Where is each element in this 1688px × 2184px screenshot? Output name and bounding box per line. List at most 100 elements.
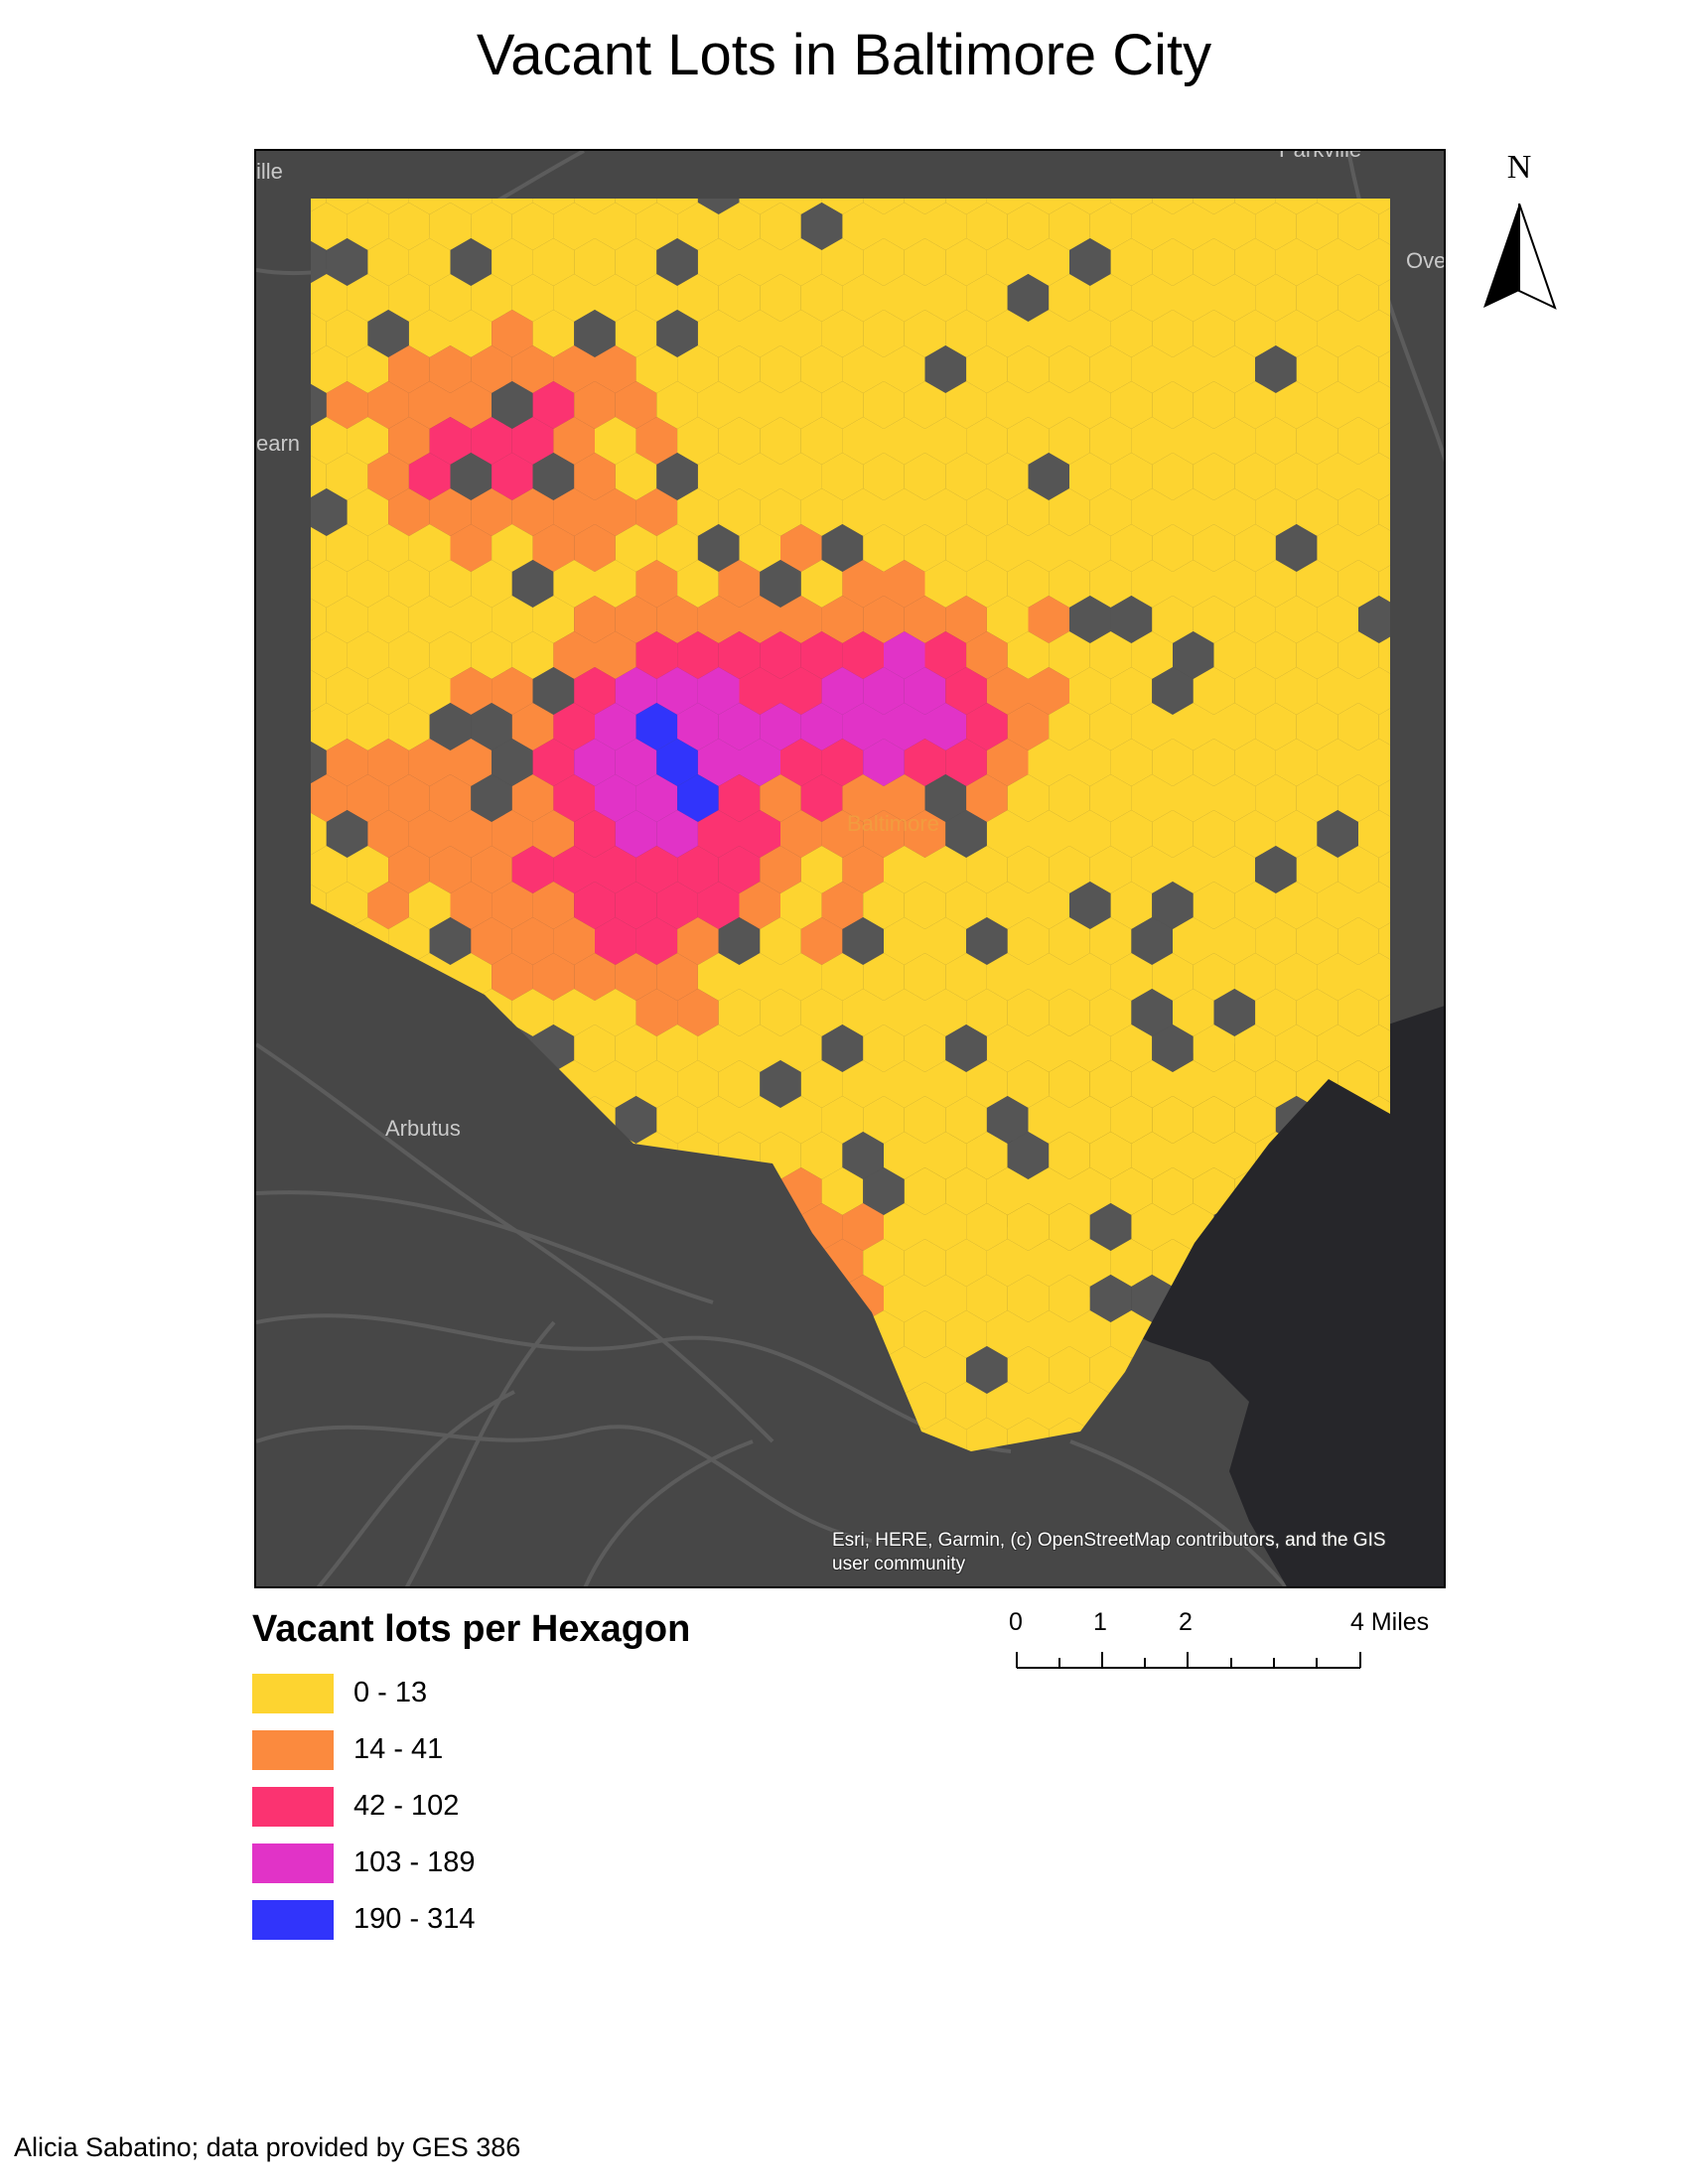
hexagon-cell [863, 953, 905, 1001]
hexagon-cell [311, 1024, 327, 1072]
hexagon-cell [760, 274, 801, 322]
hexagon-cell [532, 381, 575, 429]
hexagon-cell [1358, 953, 1390, 1001]
hexagon-cell [656, 1453, 698, 1501]
hexagon-cell [904, 739, 946, 786]
hexagon-cell [656, 1167, 698, 1215]
hexagon-cell [1234, 381, 1276, 429]
hexagon-cell [471, 417, 512, 465]
hexagon-cell [388, 203, 430, 250]
legend-swatch [252, 1843, 334, 1883]
hexagon-cell [635, 488, 678, 536]
hexagon-cell [595, 1346, 636, 1394]
hexagon-cell [760, 1418, 801, 1451]
hexagon-cell [986, 596, 1029, 643]
hexagon-cell [842, 1060, 884, 1108]
hexagon-cell [945, 453, 987, 500]
hexagon-cell [1193, 381, 1235, 429]
hexagon-cell [1173, 774, 1214, 822]
hexagon-cell [429, 345, 472, 393]
hexagon-cell [326, 596, 368, 643]
hexagon-cell [450, 596, 492, 643]
hexagon-cell [1317, 453, 1358, 500]
hexagon-cell [739, 882, 780, 929]
hexagon-cell [656, 381, 698, 429]
hexagon-cell [924, 774, 967, 822]
hexagon-cell [511, 417, 554, 465]
place-label-earn: earn [256, 431, 301, 456]
hexagon-cell [780, 1310, 822, 1358]
hexagon-cell [1337, 417, 1379, 465]
hexagon-cell [511, 345, 554, 393]
hexagon-cell [821, 524, 864, 572]
hexagon-cell [574, 1167, 616, 1215]
hexagon-cell [800, 1418, 843, 1451]
hexagon-cell [884, 917, 925, 965]
hexagon-cell [1193, 739, 1235, 786]
hexagon-cell [1420, 703, 1446, 751]
hexagon-cell [1069, 1096, 1111, 1144]
hexagon-cell [1255, 274, 1297, 322]
hexagon-cell [429, 417, 472, 465]
hexagon-cell [780, 667, 822, 715]
hexagon-cell [842, 703, 884, 751]
hexagon-cell [471, 774, 512, 822]
hexagon-cell [615, 1096, 657, 1144]
hexagon-cell [1193, 1382, 1235, 1430]
hexagon-cell [471, 560, 512, 608]
hexagon-cell [1193, 667, 1235, 715]
hexagon-cell [1173, 345, 1214, 393]
hexagon-cell [1028, 381, 1069, 429]
hexagon-cell [1420, 203, 1446, 250]
hexagon-cell [532, 882, 575, 929]
hexagon-cell [697, 310, 740, 357]
hexagon-cell [1400, 953, 1442, 1001]
hexagon-cell [1069, 453, 1111, 500]
hexagon-cell [595, 345, 636, 393]
hexagon-cell [1131, 1132, 1173, 1179]
hexagon-cell [842, 1418, 884, 1451]
hexagon-cell [615, 953, 657, 1001]
hexagon-cell [429, 989, 472, 1036]
hexagon-cell [1173, 703, 1214, 751]
hexagon-cell [1255, 203, 1297, 250]
hexagon-cell [1029, 1453, 1070, 1501]
hexagon-cell [1234, 524, 1276, 572]
hexagon-cell [553, 1132, 595, 1179]
map-canvas[interactable] [256, 151, 1446, 1588]
hexagon-cell [635, 1346, 678, 1394]
hexagon-cell [492, 1453, 532, 1501]
hexagon-cell [1049, 274, 1090, 322]
hexagon-cell [450, 667, 492, 715]
hexagon-cell [1378, 488, 1390, 536]
hexagon-cell [408, 596, 451, 643]
map-frame[interactable]: ille earn Parkville Ove Arbutus Baltimor… [254, 149, 1446, 1588]
hexagon-cell [1049, 1203, 1090, 1251]
hexagon-cell [800, 1346, 843, 1394]
hexagon-cell [1049, 774, 1090, 822]
hexagon-cell [986, 453, 1029, 500]
hexagon-cell [1296, 703, 1338, 751]
hexagon-cell [1089, 274, 1132, 322]
hexagon-cell [966, 917, 1008, 965]
hexagon-cell [388, 345, 430, 393]
hexagon-cell [311, 739, 327, 786]
hexagon-cell [800, 488, 843, 536]
hexagon-cell [1089, 1060, 1132, 1108]
hexagon-cell [1089, 989, 1132, 1036]
hexagon-cell [697, 1310, 740, 1358]
hexagon-cell [595, 1060, 636, 1108]
hexagon-cell [1152, 1024, 1194, 1072]
hexagon-cell [511, 203, 554, 250]
hexagon-cell [697, 1239, 740, 1287]
hexagon-cell [1110, 381, 1153, 429]
hexagon-cell [553, 846, 595, 893]
hexagon-cell [760, 1203, 801, 1251]
hexagon-cell [966, 989, 1008, 1036]
hexagon-cell [718, 703, 761, 751]
hexagon-cell [1296, 917, 1338, 965]
hexagon-cell [821, 953, 864, 1001]
hexagon-cell [739, 1239, 780, 1287]
hexagon-cell [615, 381, 657, 429]
hexagon-cell [1378, 846, 1390, 893]
